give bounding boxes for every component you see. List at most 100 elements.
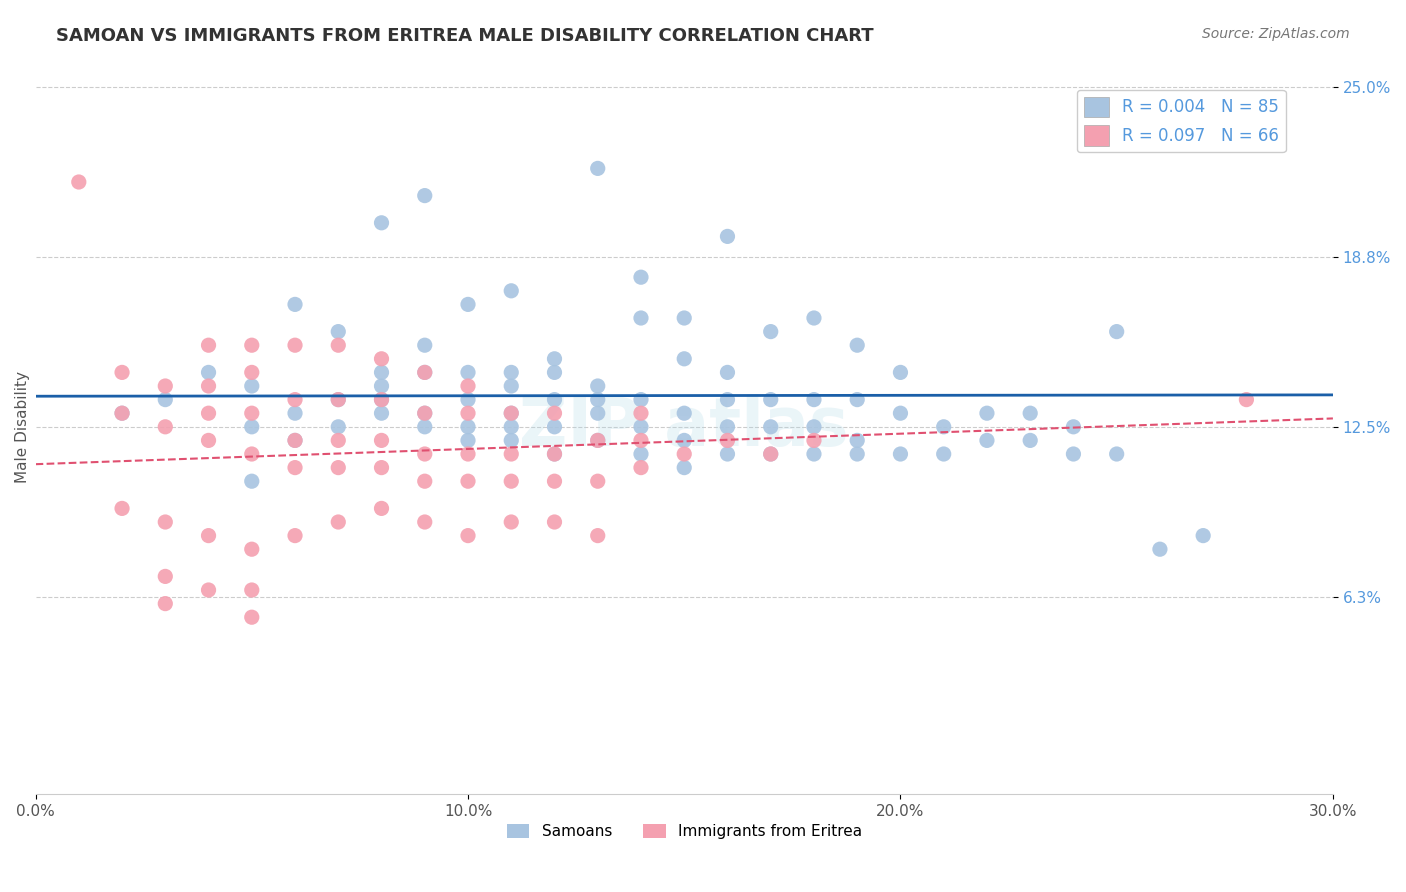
Point (803, 311, 825, 326)
Point (630, 270, 652, 285)
Text: ZIP atlas: ZIP atlas (519, 393, 849, 459)
Point (370, 365, 392, 379)
Point (543, 365, 565, 379)
Point (716, 392, 738, 407)
Point (803, 447, 825, 461)
Point (501, 434, 523, 448)
Point (543, 351, 565, 366)
Point (1019, 406, 1042, 420)
Point (673, 434, 696, 448)
Point (240, 610, 263, 624)
Point (889, 365, 911, 379)
Point (501, 365, 523, 379)
Point (976, 434, 998, 448)
Point (501, 379, 523, 393)
Point (673, 460, 696, 475)
Point (197, 365, 219, 379)
Point (284, 434, 307, 448)
Point (1149, 542, 1171, 557)
Point (586, 474, 609, 488)
Point (846, 434, 869, 448)
Point (543, 515, 565, 529)
Point (370, 460, 392, 475)
Legend: Samoans, Immigrants from Eritrea: Samoans, Immigrants from Eritrea (501, 818, 868, 845)
Point (155, 515, 177, 529)
Point (630, 460, 652, 475)
Point (457, 392, 479, 407)
Point (240, 406, 263, 420)
Point (197, 528, 219, 542)
Point (716, 419, 738, 434)
Point (370, 392, 392, 407)
Point (586, 406, 609, 420)
Point (370, 216, 392, 230)
Point (328, 338, 350, 352)
Point (673, 406, 696, 420)
Point (413, 338, 436, 352)
Point (328, 419, 350, 434)
Point (197, 406, 219, 420)
Point (630, 434, 652, 448)
Point (413, 515, 436, 529)
Point (111, 501, 134, 516)
Point (328, 515, 350, 529)
Point (630, 311, 652, 326)
Point (1062, 447, 1084, 461)
Point (501, 515, 523, 529)
Point (328, 392, 350, 407)
Point (803, 419, 825, 434)
Point (846, 392, 869, 407)
Point (1234, 392, 1257, 407)
Point (370, 392, 392, 407)
Point (1192, 528, 1215, 542)
Point (197, 379, 219, 393)
Point (197, 582, 219, 597)
Point (413, 406, 436, 420)
Point (284, 406, 307, 420)
Point (759, 419, 782, 434)
Point (803, 392, 825, 407)
Point (457, 419, 479, 434)
Point (976, 406, 998, 420)
Point (284, 338, 307, 352)
Point (543, 392, 565, 407)
Point (630, 447, 652, 461)
Point (673, 447, 696, 461)
Point (803, 434, 825, 448)
Point (328, 460, 350, 475)
Point (457, 528, 479, 542)
Point (328, 325, 350, 339)
Point (284, 392, 307, 407)
Text: SAMOAN VS IMMIGRANTS FROM ERITREA MALE DISABILITY CORRELATION CHART: SAMOAN VS IMMIGRANTS FROM ERITREA MALE D… (56, 27, 875, 45)
Point (457, 365, 479, 379)
Point (673, 311, 696, 326)
Point (1105, 447, 1128, 461)
Point (457, 474, 479, 488)
Point (759, 392, 782, 407)
Point (240, 474, 263, 488)
Point (501, 474, 523, 488)
Point (501, 406, 523, 420)
Point (197, 338, 219, 352)
Point (759, 447, 782, 461)
Y-axis label: Male Disability: Male Disability (15, 371, 30, 483)
Point (328, 392, 350, 407)
Point (328, 434, 350, 448)
Point (197, 434, 219, 448)
Point (67, 175, 90, 189)
Point (413, 419, 436, 434)
Point (501, 284, 523, 298)
Point (413, 188, 436, 202)
Point (284, 297, 307, 311)
Point (932, 447, 955, 461)
Point (586, 379, 609, 393)
Point (543, 406, 565, 420)
Text: Source: ZipAtlas.com: Source: ZipAtlas.com (1202, 27, 1350, 41)
Point (543, 419, 565, 434)
Point (630, 419, 652, 434)
Point (457, 297, 479, 311)
Point (370, 406, 392, 420)
Point (413, 365, 436, 379)
Point (501, 406, 523, 420)
Point (155, 379, 177, 393)
